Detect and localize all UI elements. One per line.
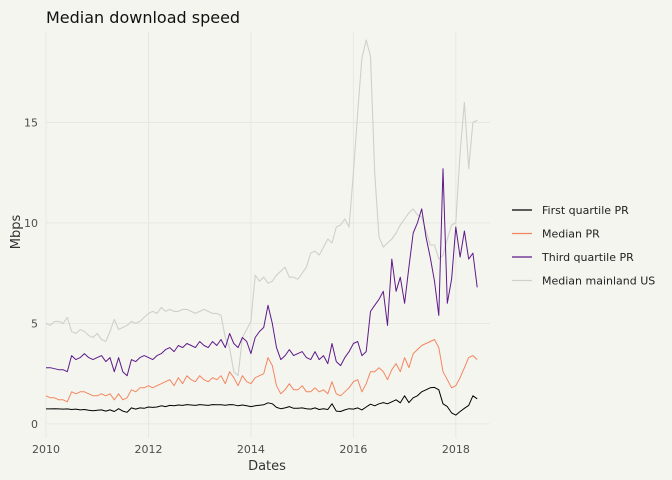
series-line-median-mainland-us xyxy=(45,39,478,377)
y-tick-label: 5 xyxy=(31,317,38,330)
x-axis-title: Dates xyxy=(248,459,286,474)
y-tick-label: 10 xyxy=(24,217,38,230)
y-axis-title: Mbps xyxy=(9,215,24,250)
legend-label: Median PR xyxy=(542,228,600,241)
x-tick-label: 2010 xyxy=(32,443,60,456)
y-tick-label: 0 xyxy=(31,418,38,431)
series-line-median-pr xyxy=(45,339,478,403)
x-axis-ticks: 2010 2012 2014 2016 2018 xyxy=(32,443,470,456)
series-lines xyxy=(45,39,478,416)
legend: First quartile PR Median PR Third quartile… xyxy=(512,204,655,288)
y-axis-ticks: 0 5 10 15 xyxy=(24,116,38,430)
x-tick-label: 2014 xyxy=(237,443,265,456)
legend-label: Third quartile PR xyxy=(541,251,634,264)
legend-label: First quartile PR xyxy=(542,204,629,217)
chart-title: Median download speed xyxy=(46,8,240,27)
x-tick-label: 2018 xyxy=(442,443,470,456)
y-tick-label: 15 xyxy=(24,116,38,129)
series-line-first-quartile-pr xyxy=(46,386,478,416)
legend-label: Median mainland US xyxy=(542,275,655,288)
series-line-third-quartile-pr xyxy=(46,168,478,377)
x-tick-label: 2012 xyxy=(134,443,162,456)
grid xyxy=(45,32,490,438)
x-tick-label: 2016 xyxy=(339,443,367,456)
